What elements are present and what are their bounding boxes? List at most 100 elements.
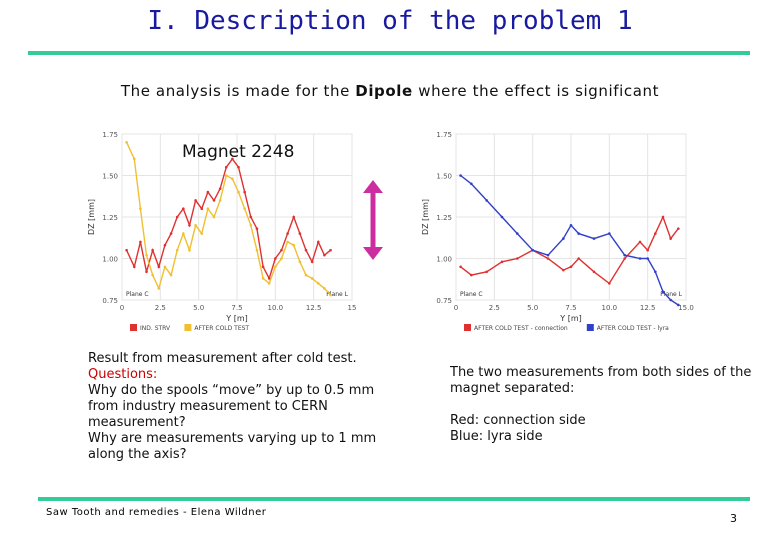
data-point <box>274 257 277 260</box>
y-tick-label: 0.75 <box>436 297 452 305</box>
result-text: Result from measurement after cold test. <box>88 351 357 366</box>
data-point <box>231 177 234 181</box>
subtitle-highlight: Dipole <box>355 82 413 100</box>
x-tick-label: 2.5 <box>489 304 500 312</box>
data-point <box>218 199 222 202</box>
slide-title: I. Description of the problem 1 <box>147 6 633 36</box>
data-point <box>206 207 210 210</box>
data-point <box>592 270 596 274</box>
y-tick-label: 1.00 <box>102 256 118 264</box>
data-point <box>151 248 154 252</box>
data-point <box>243 190 246 194</box>
data-point <box>255 248 259 252</box>
data-point <box>292 215 296 219</box>
data-point <box>243 207 246 210</box>
data-point <box>316 282 320 285</box>
data-point <box>224 174 228 177</box>
y-axis-label: DZ [mm] <box>421 199 430 235</box>
data-point <box>569 224 573 227</box>
x-tick-label: 15.0 <box>678 304 694 312</box>
data-point <box>661 290 665 293</box>
red-legend-text: Red: connection side <box>450 413 586 428</box>
x-tick-label: 5.0 <box>193 304 204 312</box>
data-point <box>310 260 314 264</box>
data-point <box>237 190 240 194</box>
data-point <box>286 232 289 235</box>
data-point <box>139 240 142 244</box>
data-point <box>175 215 179 219</box>
data-point <box>562 268 565 272</box>
y-tick-label: 1.25 <box>436 214 452 222</box>
x-tick-label: 5.0 <box>527 304 538 312</box>
data-point <box>132 157 136 161</box>
legend-swatch <box>184 324 192 331</box>
legend-label: AFTER COLD TEST <box>194 325 249 332</box>
data-point <box>157 265 161 269</box>
data-point <box>169 232 173 235</box>
data-point <box>304 273 308 277</box>
data-point <box>212 215 216 219</box>
data-point <box>194 199 197 202</box>
data-point <box>249 215 253 219</box>
data-point <box>638 257 642 260</box>
data-point <box>323 253 326 257</box>
footer-divider <box>38 497 750 501</box>
data-point <box>592 237 596 240</box>
chart-magnet-2248-combined: 0.75 1.00 1.25 1.50 1.75 0 2.5 5.0 7.5 10.0 12.5 15… <box>84 126 374 346</box>
footer-text: Saw Tooth and remedies - Elena Wildner <box>46 507 267 518</box>
y-axis-label: DZ [mm] <box>87 199 96 235</box>
data-point <box>577 232 580 235</box>
left-text-block: Result from measurement after cold test.… <box>88 351 388 463</box>
legend-label: IND. STRV <box>140 325 171 332</box>
x-tick-label: 0 <box>120 304 124 312</box>
data-point <box>654 232 657 235</box>
data-point <box>188 248 191 252</box>
x-axis-label: Y [m] <box>559 314 581 323</box>
data-point <box>218 187 222 191</box>
data-point <box>157 287 161 290</box>
questions-label: Questions: <box>88 367 158 382</box>
legend-swatch <box>130 324 137 331</box>
data-point <box>500 215 504 219</box>
data-point <box>261 265 265 269</box>
x-tick-label: 10.0 <box>602 304 618 312</box>
data-point <box>280 248 283 252</box>
y-tick-label: 1.25 <box>102 214 118 222</box>
corner-label-start: Plane C <box>126 291 149 298</box>
legend-label: AFTER COLD TEST - connection <box>474 325 568 332</box>
corner-label-start: Plane C <box>460 291 483 298</box>
data-point <box>546 257 550 260</box>
question-1: Why do the spools “move” by up to 0.5 mm… <box>88 383 375 430</box>
data-point <box>329 248 332 252</box>
data-point <box>298 232 302 235</box>
data-point <box>145 253 148 257</box>
data-point <box>459 174 462 177</box>
data-point <box>623 257 626 260</box>
x-tick-label: 7.5 <box>565 304 576 312</box>
data-point <box>194 224 197 227</box>
data-point <box>310 277 314 280</box>
slide-subtitle: The analysis is made for the Dipole wher… <box>0 82 780 100</box>
x-axis-label: Y [m] <box>225 314 247 323</box>
data-point <box>562 237 565 240</box>
data-point <box>125 248 128 252</box>
series-line-0 <box>125 157 331 281</box>
data-point <box>298 260 302 264</box>
title-divider <box>28 51 750 55</box>
data-point <box>267 277 271 280</box>
data-point <box>249 224 253 227</box>
y-tick-label: 1.75 <box>436 131 452 139</box>
magnet-label: Magnet 2248 <box>182 142 295 162</box>
data-point <box>329 293 332 297</box>
data-point <box>169 273 173 277</box>
y-tick-label: 1.00 <box>436 256 452 264</box>
data-point <box>669 298 672 302</box>
data-point <box>516 232 519 235</box>
data-point <box>212 199 216 202</box>
data-point <box>125 141 128 144</box>
page-number: 3 <box>730 512 737 525</box>
data-point <box>677 227 680 230</box>
y-tick-label: 1.50 <box>436 173 452 181</box>
data-point <box>175 248 179 252</box>
x-tick-label: 12.5 <box>640 304 656 312</box>
